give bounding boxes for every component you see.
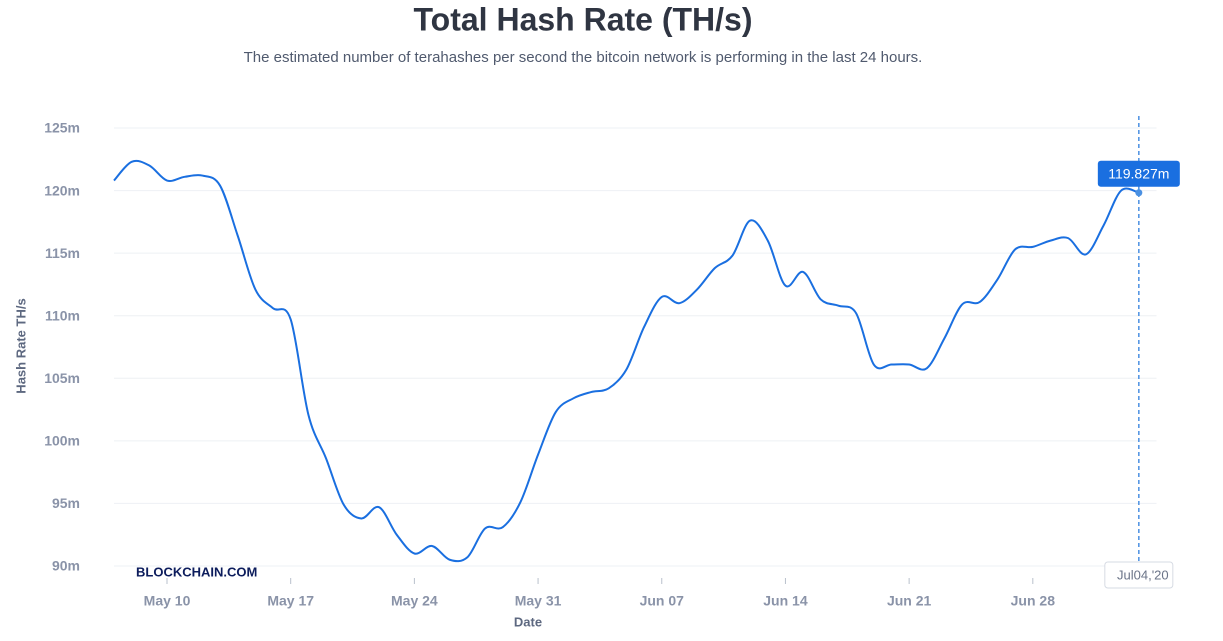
y-tick-label: 105m (44, 370, 80, 386)
x-tick-label: Jun 14 (763, 593, 808, 609)
chart-title: Total Hash Rate (TH/s) (414, 1, 753, 37)
crosshair-point (1135, 189, 1143, 197)
y-tick-label: 115m (45, 245, 80, 261)
x-tick-label: May 10 (144, 593, 191, 609)
line-series (113, 159, 1140, 563)
y-tick-label: 95m (52, 495, 80, 511)
x-tick-label: Jun 21 (887, 593, 932, 609)
y-tick-label: 125m (44, 120, 80, 136)
x-tick-label: May 17 (267, 593, 314, 609)
chart-subtitle: The estimated number of terahashes per s… (244, 49, 923, 66)
watermark: BLOCKCHAIN.COM (136, 564, 257, 579)
x-tick-label: Jun 07 (640, 593, 685, 609)
x-tick-label: May 24 (391, 593, 438, 609)
y-tick-label: 100m (44, 433, 80, 449)
x-tick-label: May 31 (515, 593, 562, 609)
value-tooltip: 119.827m (1108, 165, 1169, 181)
date-tooltip-box (1104, 561, 1174, 589)
y-tick-label: 90m (52, 558, 80, 574)
y-axis-label: Hash Rate TH/s (13, 298, 28, 393)
x-tick-label: Jun 28 (1011, 593, 1056, 609)
date-tooltip: Jul04,'20 (1117, 567, 1169, 582)
y-tick-label: 110m (45, 307, 80, 323)
value-tooltip-box (1097, 160, 1180, 187)
x-axis-label: Date (514, 614, 542, 629)
y-tick-label: 120m (44, 182, 80, 198)
